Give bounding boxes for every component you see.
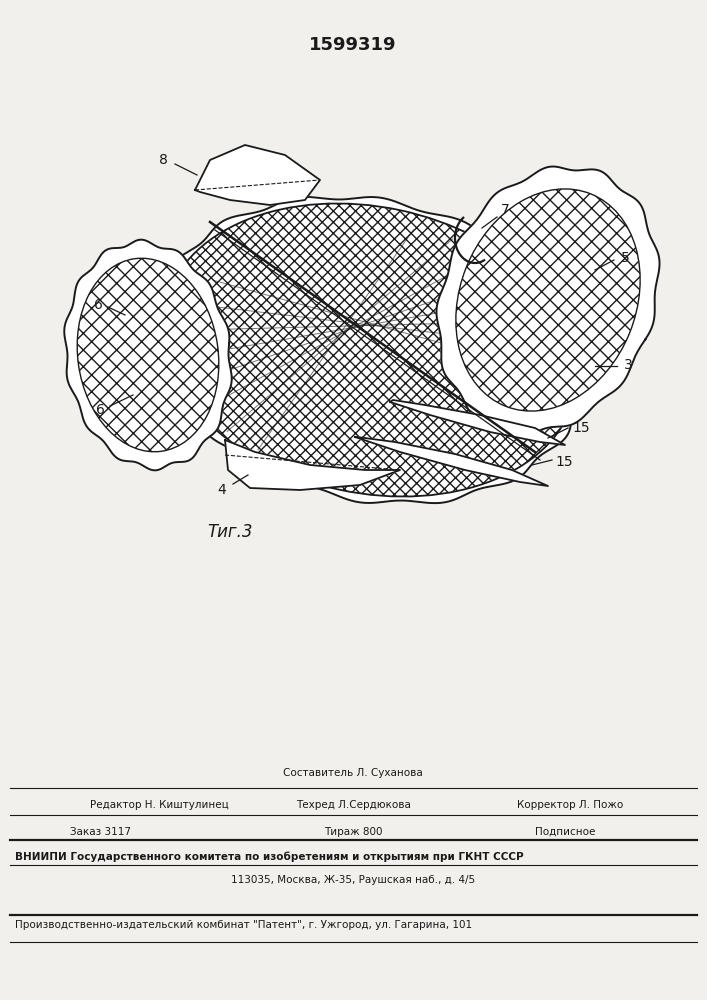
Text: 8: 8 bbox=[158, 153, 168, 167]
Ellipse shape bbox=[163, 203, 578, 497]
Text: 1599319: 1599319 bbox=[309, 36, 397, 54]
Text: 6: 6 bbox=[95, 403, 105, 417]
Text: Тираж 800: Тираж 800 bbox=[324, 827, 382, 837]
Polygon shape bbox=[64, 240, 232, 470]
Text: Τиг.3: Τиг.3 bbox=[207, 523, 252, 541]
Polygon shape bbox=[355, 437, 548, 486]
Text: 15: 15 bbox=[555, 455, 573, 469]
Text: Производственно-издательский комбинат "Патент", г. Ужгород, ул. Гагарина, 101: Производственно-издательский комбинат "П… bbox=[15, 920, 472, 930]
Text: Подписное: Подписное bbox=[534, 827, 595, 837]
Text: Корректор Л. Пожо: Корректор Л. Пожо bbox=[517, 800, 623, 810]
Text: 4: 4 bbox=[218, 483, 226, 497]
Text: 5: 5 bbox=[621, 251, 629, 265]
Polygon shape bbox=[195, 145, 320, 205]
Ellipse shape bbox=[163, 203, 578, 497]
Text: 7: 7 bbox=[501, 203, 509, 217]
Text: Составитель Л. Суханова: Составитель Л. Суханова bbox=[283, 768, 423, 778]
Text: 3: 3 bbox=[624, 358, 632, 372]
Text: Заказ 3117: Заказ 3117 bbox=[70, 827, 131, 837]
Text: Редактор Н. Киштулинец: Редактор Н. Киштулинец bbox=[90, 800, 229, 810]
Text: 6: 6 bbox=[93, 298, 103, 312]
Ellipse shape bbox=[77, 258, 219, 452]
Polygon shape bbox=[436, 167, 660, 435]
Polygon shape bbox=[225, 440, 400, 490]
Text: ВНИИПИ Государственного комитета по изобретениям и открытиям при ГКНТ СССР: ВНИИПИ Государственного комитета по изоб… bbox=[15, 852, 524, 862]
Text: 113035, Москва, Ж-35, Раушская наб., д. 4/5: 113035, Москва, Ж-35, Раушская наб., д. … bbox=[231, 875, 475, 885]
Polygon shape bbox=[390, 400, 565, 445]
Text: Техред Л.Сердюкова: Техред Л.Сердюкова bbox=[296, 800, 411, 810]
Text: 15: 15 bbox=[572, 421, 590, 435]
Ellipse shape bbox=[456, 189, 640, 411]
Polygon shape bbox=[153, 197, 587, 503]
